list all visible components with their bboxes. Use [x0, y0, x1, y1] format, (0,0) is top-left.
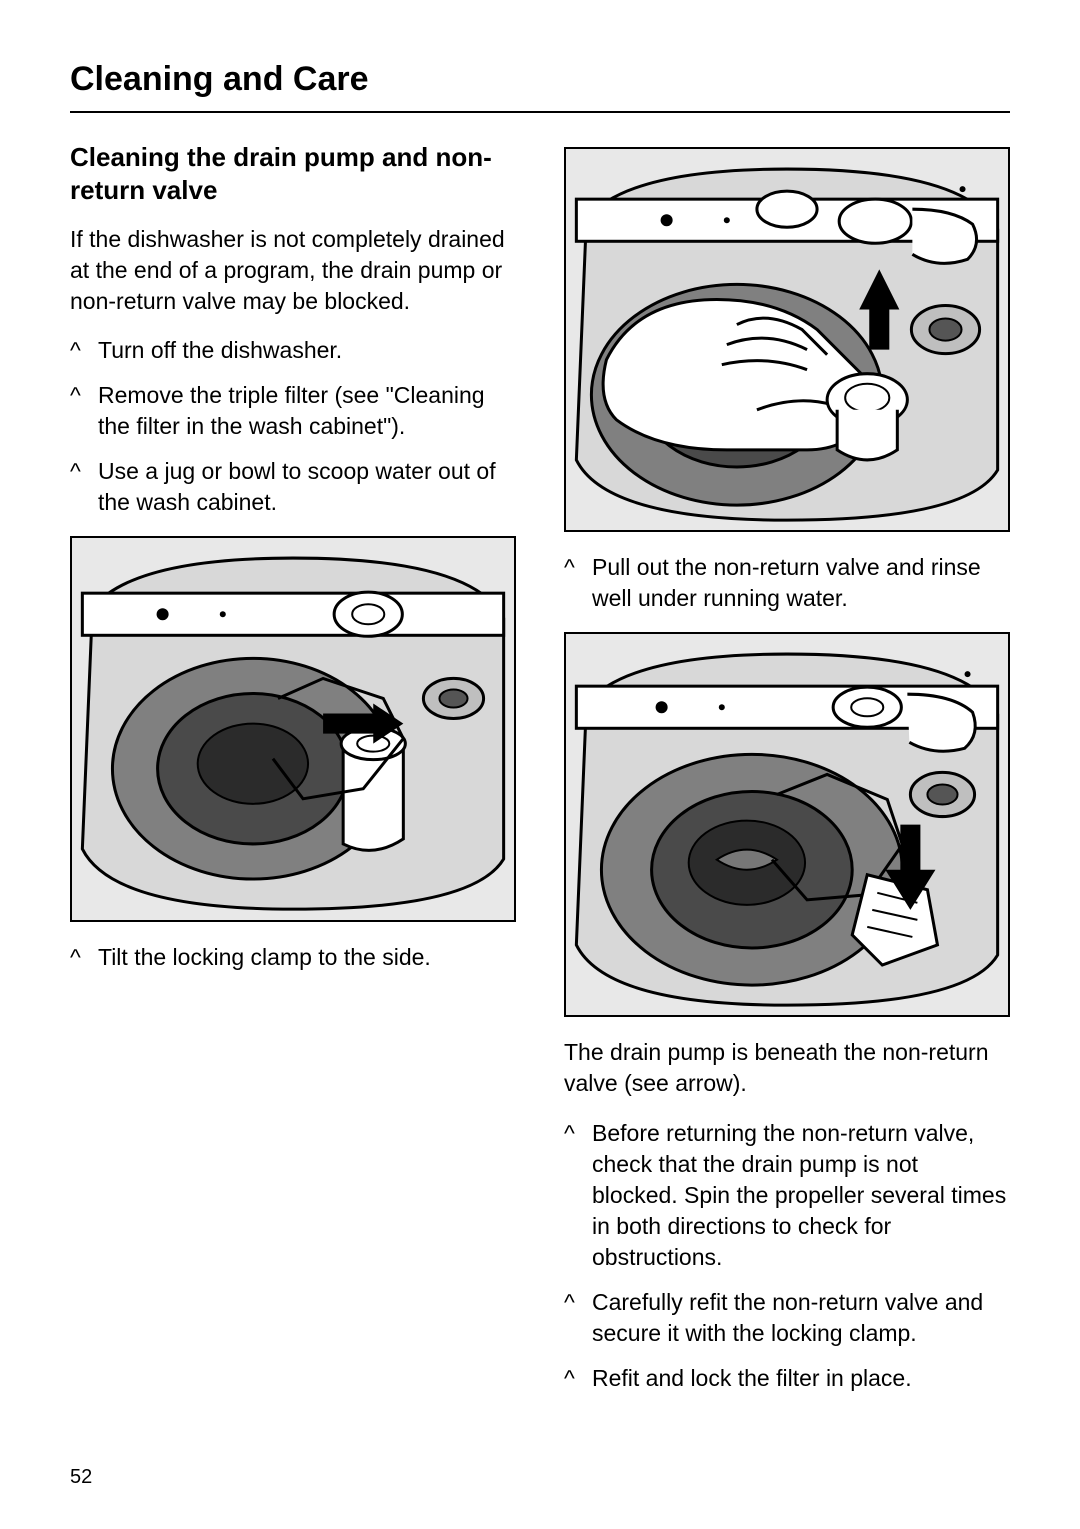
step-item: Refit and lock the filter in place. — [564, 1363, 1010, 1394]
step-item: Remove the triple filter (see "Cleaning … — [70, 380, 516, 442]
figure-drain-pump — [564, 632, 1010, 1017]
paragraph-after-figure3: The drain pump is beneath the non-return… — [564, 1037, 1010, 1099]
section-subheading: Cleaning the drain pump and non-return v… — [70, 141, 516, 206]
steps-list-bottom-right: Before returning the non-return valve, c… — [564, 1118, 1010, 1394]
step-item: Tilt the locking clamp to the side. — [70, 942, 516, 973]
step-item: Turn off the dishwasher. — [70, 335, 516, 366]
step-item: Pull out the non-return valve and rinse … — [564, 552, 1010, 614]
step-item: Before returning the non-return valve, c… — [564, 1118, 1010, 1273]
step-item: Use a jug or bowl to scoop water out of … — [70, 456, 516, 518]
two-column-layout: Cleaning the drain pump and non-return v… — [70, 141, 1010, 1412]
right-column: Pull out the non-return valve and rinse … — [564, 141, 1010, 1412]
steps-list-mid-right: Pull out the non-return valve and rinse … — [564, 552, 1010, 614]
left-column: Cleaning the drain pump and non-return v… — [70, 141, 516, 1412]
drain-pump-location-illustration-icon — [566, 634, 1008, 1015]
hand-removing-valve-illustration-icon — [566, 149, 1008, 530]
page-number: 52 — [70, 1466, 92, 1489]
step-item: Carefully refit the non-return valve and… — [564, 1287, 1010, 1349]
intro-paragraph: If the dishwasher is not completely drai… — [70, 224, 516, 317]
drain-pump-illustration-icon — [72, 538, 514, 919]
figure-pull-valve — [564, 147, 1010, 532]
figure-locking-clamp — [70, 536, 516, 921]
steps-list-top: Turn off the dishwasher. Remove the trip… — [70, 335, 516, 518]
steps-list-bottom-left: Tilt the locking clamp to the side. — [70, 942, 516, 973]
page-title: Cleaning and Care — [70, 60, 1010, 113]
